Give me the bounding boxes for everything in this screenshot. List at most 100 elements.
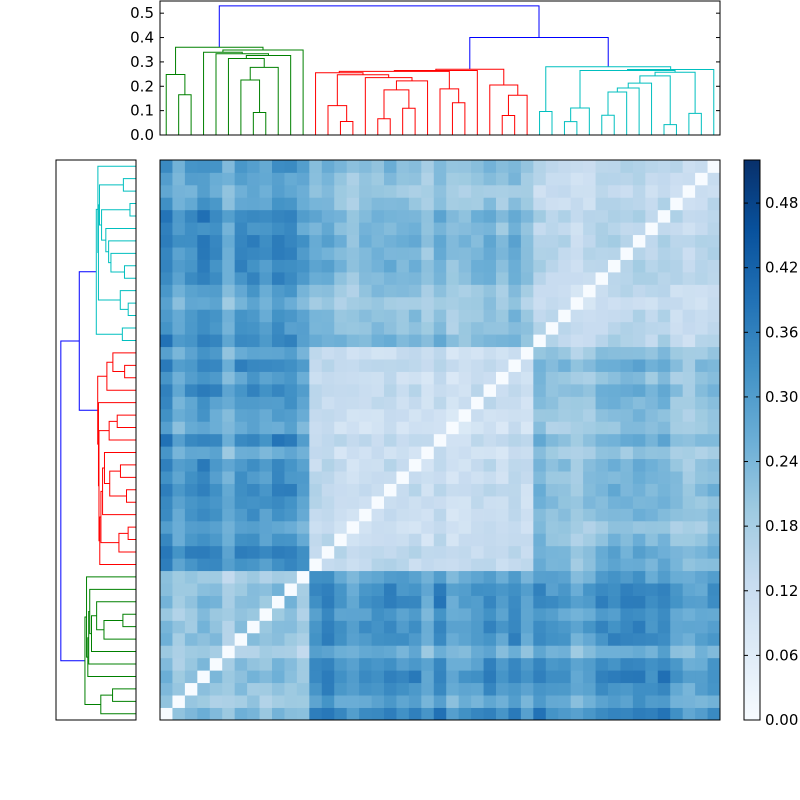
heatmap-cell xyxy=(682,359,696,372)
heatmap-cell xyxy=(421,583,435,596)
heatmap-cell xyxy=(172,421,186,435)
heatmap-cell xyxy=(284,396,298,410)
heatmap-cell xyxy=(496,657,509,671)
heatmap-cell xyxy=(408,272,422,285)
heatmap-cell xyxy=(334,583,348,596)
heatmap-cell xyxy=(533,670,547,684)
heatmap-cell xyxy=(570,608,584,621)
heatmap-cell xyxy=(384,496,397,509)
heatmap-cell xyxy=(384,209,397,223)
heatmap-cell xyxy=(533,632,547,646)
heatmap-cell xyxy=(346,608,360,621)
heatmap-cell xyxy=(421,533,435,547)
heatmap-cell xyxy=(595,321,609,335)
heatmap-cell xyxy=(408,458,422,472)
heatmap-cell xyxy=(284,471,298,484)
heatmap-cell xyxy=(334,533,348,547)
heatmap-cell xyxy=(160,197,173,211)
heatmap-cell xyxy=(172,209,186,223)
heatmap-cell xyxy=(632,309,646,323)
heatmap-cell xyxy=(371,160,385,173)
heatmap-cell xyxy=(209,272,223,285)
heatmap-cell xyxy=(496,259,509,273)
heatmap-cell xyxy=(172,247,186,260)
heatmap-cell xyxy=(234,433,248,447)
heatmap-cell xyxy=(595,197,609,211)
dendrogram-link xyxy=(112,688,136,702)
heatmap-cell xyxy=(670,222,684,236)
heatmap-cell xyxy=(570,433,584,447)
dendrogram-link xyxy=(218,5,540,48)
heatmap-cell xyxy=(371,321,385,335)
heatmap-cell xyxy=(483,558,497,572)
heatmap-cell xyxy=(421,595,435,609)
heatmap-cell xyxy=(520,695,534,708)
heatmap-cell xyxy=(234,533,248,547)
heatmap-cell xyxy=(321,533,335,547)
heatmap-cell xyxy=(296,321,310,335)
heatmap-cell xyxy=(533,682,547,696)
heatmap-cell xyxy=(384,259,397,273)
heatmap-cell xyxy=(247,670,260,684)
heatmap-cell xyxy=(247,645,260,659)
heatmap-cell xyxy=(346,172,360,186)
heatmap-cell xyxy=(284,483,298,497)
y-tick-label: 0.0 xyxy=(130,126,154,144)
heatmap-cell xyxy=(520,284,534,298)
heatmap-cell xyxy=(284,695,298,708)
heatmap-cell xyxy=(408,433,422,447)
heatmap-cell xyxy=(259,321,273,335)
heatmap-cell xyxy=(396,496,410,509)
heatmap-cell xyxy=(533,421,547,435)
heatmap-cell xyxy=(670,446,684,460)
heatmap-cell xyxy=(595,172,609,186)
heatmap-cell xyxy=(707,371,721,385)
heatmap-cell xyxy=(408,247,422,260)
heatmap-cell xyxy=(284,234,298,248)
heatmap-cell xyxy=(371,359,385,372)
heatmap-cell xyxy=(558,707,572,721)
heatmap-cell xyxy=(657,346,671,360)
heatmap-cell xyxy=(632,272,646,285)
heatmap-cell xyxy=(645,234,659,248)
heatmap-cell xyxy=(608,284,621,298)
heatmap-cell xyxy=(334,259,348,273)
heatmap-cell xyxy=(272,321,285,335)
dendrogram-link xyxy=(119,464,136,478)
heatmap-cell xyxy=(682,632,696,646)
heatmap-cell xyxy=(533,483,547,497)
heatmap-cell xyxy=(446,247,460,260)
heatmap-cell xyxy=(321,608,335,621)
heatmap-cell xyxy=(608,645,621,659)
heatmap-cell xyxy=(657,284,671,298)
heatmap-cell xyxy=(433,371,447,385)
heatmap-cell xyxy=(272,172,285,186)
heatmap-cell xyxy=(197,632,211,646)
heatmap-cell xyxy=(595,371,609,385)
heatmap-cell xyxy=(545,670,559,684)
heatmap-cell xyxy=(309,371,323,385)
heatmap-cell xyxy=(570,296,584,310)
heatmap-cell xyxy=(234,284,248,298)
heatmap-cell xyxy=(334,408,348,422)
heatmap-cell xyxy=(520,296,534,310)
heatmap-cell xyxy=(234,247,248,260)
heatmap-cell xyxy=(272,570,285,584)
heatmap-cell xyxy=(334,483,348,497)
heatmap-cell xyxy=(520,259,534,273)
heatmap-cell xyxy=(321,483,335,497)
heatmap-cell xyxy=(160,321,173,335)
heatmap-cell xyxy=(558,247,572,260)
heatmap-cell xyxy=(321,396,335,410)
heatmap-cell xyxy=(620,421,634,435)
heatmap-cell xyxy=(384,184,397,198)
heatmap-cell xyxy=(520,446,534,460)
heatmap-cell xyxy=(446,384,460,397)
heatmap-cell xyxy=(620,520,634,534)
heatmap-cell xyxy=(346,558,360,572)
heatmap-cell xyxy=(296,209,310,223)
heatmap-cell xyxy=(421,620,435,634)
heatmap-cell xyxy=(334,657,348,671)
heatmap-cell xyxy=(645,458,659,472)
